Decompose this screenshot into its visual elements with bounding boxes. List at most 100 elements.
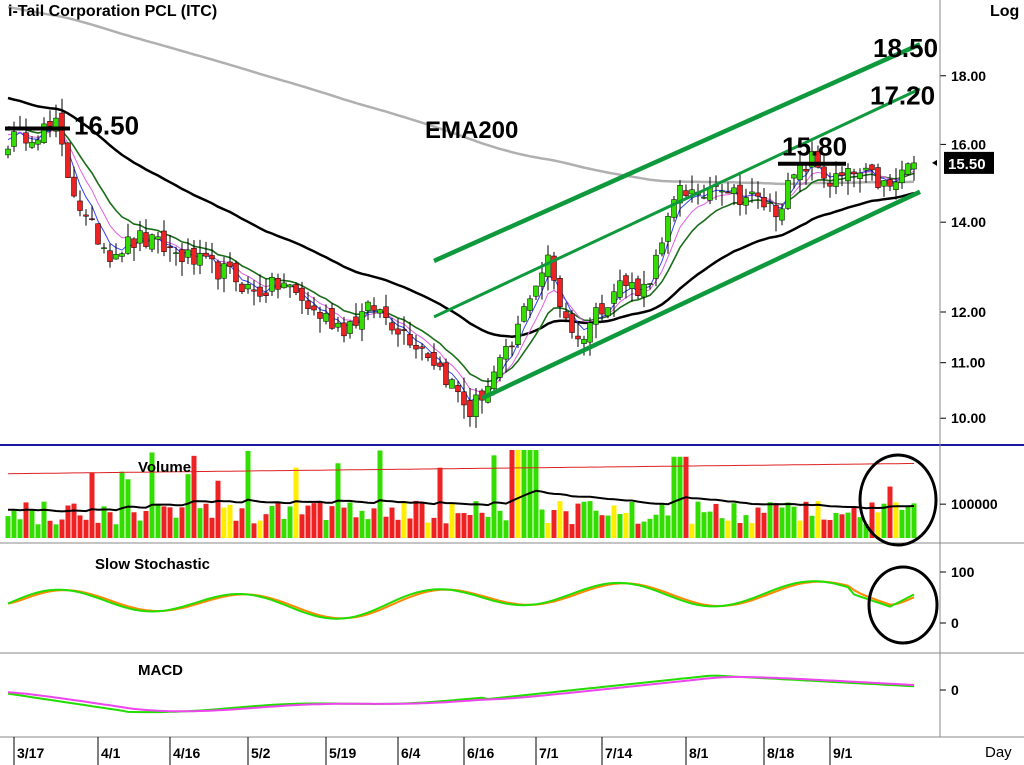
candle-body xyxy=(413,345,419,350)
annotation-16-50: 16.50 xyxy=(74,110,139,140)
candle-body xyxy=(887,179,893,187)
highlight-circle-volume xyxy=(858,453,938,547)
volume-bar xyxy=(899,509,905,538)
candle-body xyxy=(611,291,617,304)
candle-body xyxy=(521,306,527,322)
candle-body xyxy=(863,167,869,171)
volume-bar xyxy=(461,513,467,538)
volume-bar xyxy=(329,506,335,538)
volume-bar xyxy=(173,517,179,538)
date-tick-label: 9/1 xyxy=(833,745,853,761)
candle-body xyxy=(215,261,221,280)
volume-bar xyxy=(431,517,437,538)
candle-body xyxy=(191,247,197,265)
candle-body xyxy=(593,307,599,325)
volume-bar xyxy=(593,510,599,538)
candle-body xyxy=(797,163,803,181)
volume-bar xyxy=(209,517,215,538)
candle-body xyxy=(815,150,821,168)
volume-bar xyxy=(887,486,893,538)
candle-body xyxy=(833,173,839,187)
volume-bar xyxy=(323,519,329,538)
candle-body xyxy=(335,322,341,328)
volume-bar xyxy=(77,515,83,538)
last-price-pointer xyxy=(932,159,937,166)
candle-body xyxy=(53,117,59,132)
candle-body xyxy=(209,255,215,260)
volume-bar xyxy=(779,507,785,538)
volume-bar xyxy=(83,519,89,538)
volume-bar xyxy=(47,520,53,538)
candle-body xyxy=(857,172,863,179)
volume-bar xyxy=(365,519,371,538)
volume-bar xyxy=(839,514,845,538)
volume-bar xyxy=(833,512,839,538)
volume-bar xyxy=(755,507,761,538)
volume-bar xyxy=(581,501,587,538)
candle-body xyxy=(299,287,305,301)
candle-body xyxy=(851,171,857,175)
volume-bar xyxy=(263,514,269,538)
volume-bar xyxy=(803,501,809,538)
macd-panel-label: MACD xyxy=(138,662,183,679)
volume-tick-label: 100000 xyxy=(951,496,998,512)
volume-bar xyxy=(617,514,623,538)
candle-body xyxy=(761,197,767,208)
volume-bar xyxy=(869,502,875,538)
candle-body xyxy=(905,163,911,175)
candle-body xyxy=(137,230,143,244)
candle-body xyxy=(509,345,515,348)
volume-bar xyxy=(725,520,731,538)
volume-bar xyxy=(533,450,539,538)
price-tick-label: 16.00 xyxy=(951,136,986,152)
volume-bar xyxy=(737,523,743,538)
annotation-17-20: 17.20 xyxy=(870,80,935,110)
volume-bar xyxy=(347,502,353,538)
last-price-badge xyxy=(944,151,994,174)
candle-body xyxy=(785,180,791,209)
volume-upper-band xyxy=(7,463,914,475)
price-axis: 10.00 11.00 12.00 14.00 16.00 18.00 xyxy=(940,68,986,426)
date-tick-label: 5/2 xyxy=(251,745,271,761)
volume-bar xyxy=(503,520,509,538)
candle-body xyxy=(227,261,233,267)
date-tick-label: 5/19 xyxy=(329,745,356,761)
stochastic-panel-label: Slow Stochastic xyxy=(95,556,210,573)
candle-body xyxy=(143,232,149,247)
volume-bar xyxy=(743,515,749,538)
volume-bar xyxy=(413,500,419,538)
volume-bar xyxy=(845,512,851,538)
volume-bar xyxy=(233,520,239,538)
candle-body xyxy=(491,371,497,390)
price-tick-label: 18.00 xyxy=(951,68,986,84)
volume-bar xyxy=(419,503,425,538)
volume-bar xyxy=(179,507,185,538)
volume-bar xyxy=(713,503,719,538)
date-axis: 3/17 4/1 4/16 5/2 5/19 6/4 6/16 7/1 7/14 8/1 8/18 9… xyxy=(13,737,853,765)
candle-body xyxy=(647,283,653,285)
candle-body xyxy=(29,141,35,148)
candle-body xyxy=(911,162,917,170)
volume-bar xyxy=(203,503,209,538)
volume-bar xyxy=(107,512,113,538)
candle-body xyxy=(725,191,731,194)
candle-body xyxy=(155,236,161,240)
volume-bar xyxy=(299,514,305,538)
volume-bar xyxy=(623,512,629,538)
last-price-label: 15.50 xyxy=(948,156,986,173)
candle-body xyxy=(35,139,41,145)
candle-body xyxy=(41,123,47,143)
price-tick-label: 12.00 xyxy=(951,304,986,320)
candle-body xyxy=(437,362,443,367)
candle-body xyxy=(383,306,389,318)
candle-body xyxy=(821,166,827,179)
date-tick-label: 4/16 xyxy=(173,745,200,761)
volume-bar xyxy=(407,518,413,538)
candle-body xyxy=(167,246,173,248)
volume-bar xyxy=(545,522,551,538)
candle-body xyxy=(743,197,749,206)
volume-bar xyxy=(119,471,125,538)
trend-channel xyxy=(433,42,921,401)
volume-bar xyxy=(449,503,455,538)
candle-body xyxy=(839,172,845,176)
